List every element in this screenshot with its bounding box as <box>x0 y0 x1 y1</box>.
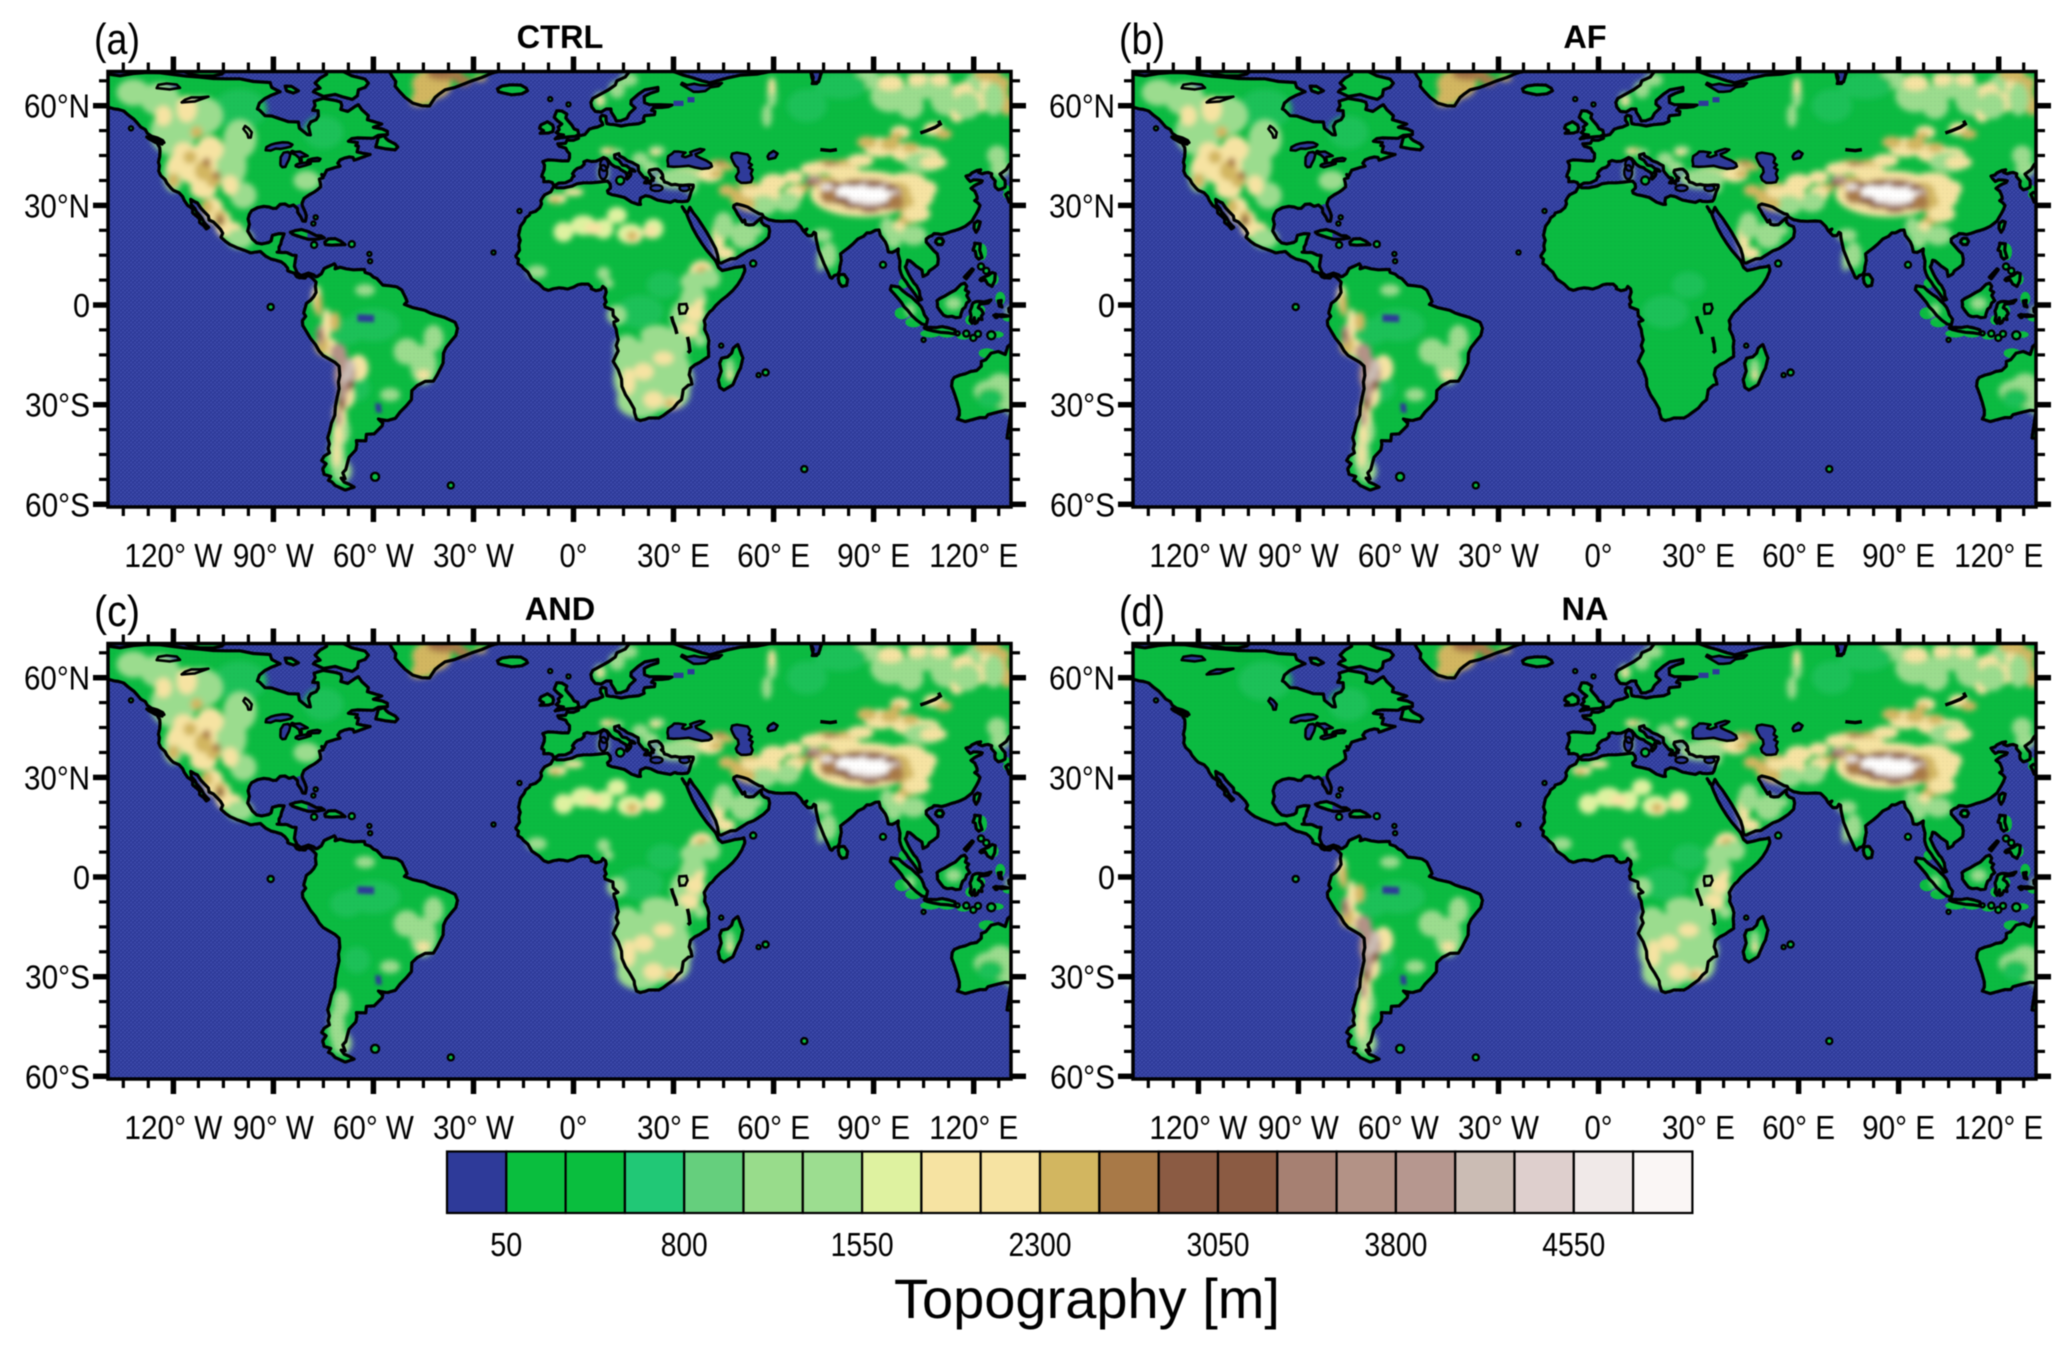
svg-text:3800: 3800 <box>1364 1226 1427 1263</box>
svg-text:CTRL: CTRL <box>517 19 604 55</box>
svg-text:Topography [m]: Topography [m] <box>894 1267 1280 1330</box>
svg-text:4550: 4550 <box>1542 1226 1605 1263</box>
svg-text:1550: 1550 <box>831 1226 894 1263</box>
svg-text:2300: 2300 <box>1009 1226 1072 1263</box>
svg-text:(c): (c) <box>94 587 140 636</box>
svg-text:(b): (b) <box>1119 15 1165 64</box>
svg-text:3050: 3050 <box>1187 1226 1250 1263</box>
svg-text:AND: AND <box>525 591 595 627</box>
svg-text:(a): (a) <box>94 15 140 64</box>
svg-text:(d): (d) <box>1119 587 1165 636</box>
svg-text:800: 800 <box>661 1226 708 1263</box>
svg-text:AF: AF <box>1563 19 1606 55</box>
svg-text:NA: NA <box>1562 591 1609 627</box>
svg-text:50: 50 <box>490 1226 522 1263</box>
